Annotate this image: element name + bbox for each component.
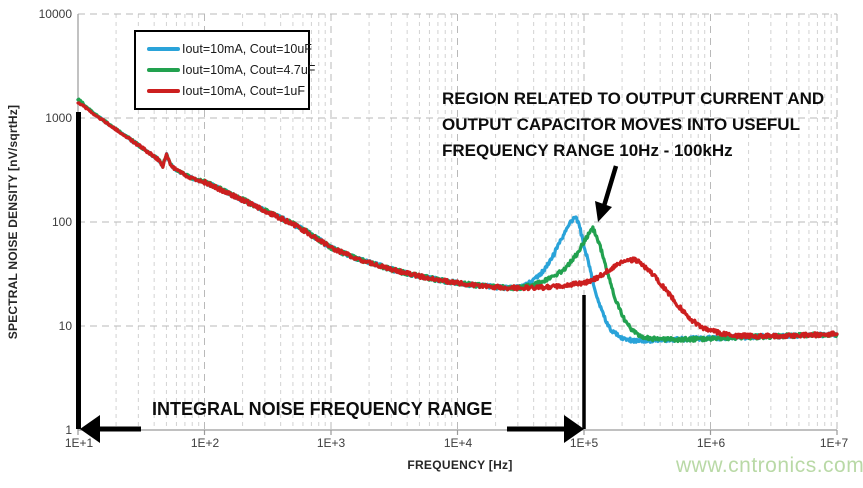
legend-row: Iout=10mA, Cout=10uF [136,38,312,59]
watermark: www.cntronics.com [676,454,863,477]
green-line-swatch [147,67,180,72]
gridlines [78,13,838,430]
y-tick-label: 1000 [45,111,72,125]
x-tick-label: 1E+7 [819,436,849,450]
y-tick-label: 1 [65,423,72,437]
region-annotation-line: FREQUENCY RANGE 10Hz - 100kHz [442,141,733,160]
right-arrowhead-icon [564,415,584,443]
y-tick-label: 100 [51,215,72,229]
series-curve-red [76,101,839,340]
x-tick-label: 1E+3 [316,436,346,450]
pointer-arrow-shaft [601,165,619,207]
x-axis-title: FREQUENCY [Hz] [407,458,513,472]
region-annotation: REGION RELATED TO OUTPUT CURRENT AND OUT… [442,86,824,164]
region-annotation-line: REGION RELATED TO OUTPUT CURRENT AND [442,89,825,108]
legend-label: Iout=10mA, Cout=10uF [182,41,312,56]
legend: Iout=10mA, Cout=10uF Iout=10mA, Cout=4.7… [134,30,315,110]
legend-row: Iout=10mA, Cout=1uF [136,80,308,101]
left-arrowhead-icon [80,415,100,443]
blue-line-swatch [147,46,180,51]
red-line-swatch [147,88,180,93]
pointer-arrowhead-icon [595,201,612,222]
annotation-shapes [76,112,619,443]
y-tick-label: 10000 [38,7,72,21]
legend-label: Iout=10mA, Cout=1uF [182,83,305,98]
legend-label: Iout=10mA, Cout=4.7uF [182,62,316,77]
y-tick-label: 10 [58,319,72,333]
legend-row: Iout=10mA, Cout=4.7uF [136,59,315,80]
x-tick-label: 1E+2 [190,436,220,450]
region-annotation-line: OUTPUT CAPACITOR MOVES INTO USEFUL [442,115,800,134]
y-axis-title: SPECTRAL NOISE DENSITY [nV/sqrtHz] [6,104,20,340]
x-tick-label: 1E+6 [696,436,726,450]
integral-range-annotation: INTEGRAL NOISE FREQUENCY RANGE [152,399,493,419]
series-curves [76,97,839,344]
x-tick-label: 1E+1 [64,436,94,450]
x-tick-label: 1E+5 [569,436,599,450]
x-tick-label: 1E+4 [443,436,473,450]
